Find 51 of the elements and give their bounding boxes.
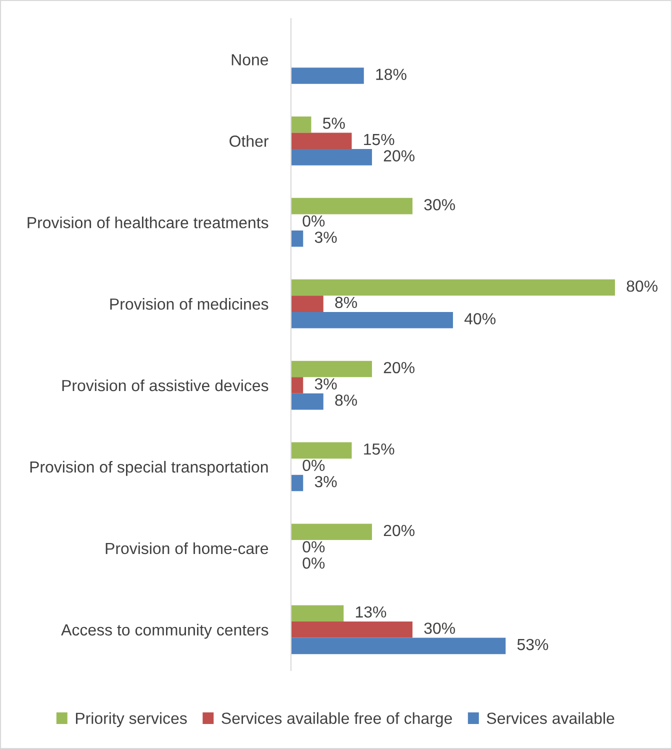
legend-label: Priority services bbox=[76, 712, 187, 728]
y-tick-label: Provision of assistive devices bbox=[62, 379, 268, 392]
bar bbox=[290, 605, 344, 622]
data-label: 53% bbox=[517, 638, 548, 650]
bar bbox=[290, 312, 453, 328]
data-label: 40% bbox=[464, 313, 496, 324]
data-label: 20% bbox=[384, 150, 414, 162]
y-tick-label: Provision of healthcare treatments bbox=[28, 216, 268, 228]
data-label: 13% bbox=[356, 606, 386, 618]
bar bbox=[290, 621, 412, 638]
data-label: 3% bbox=[314, 232, 337, 243]
bar bbox=[290, 68, 364, 84]
data-label: 5% bbox=[322, 118, 345, 129]
y-tick-label: Provision of medicines bbox=[110, 298, 268, 310]
data-label: 8% bbox=[335, 296, 358, 308]
data-label: 20% bbox=[384, 524, 414, 536]
data-label: 8% bbox=[335, 394, 358, 406]
bar bbox=[290, 442, 352, 459]
data-label: 18% bbox=[376, 68, 406, 80]
data-label: 30% bbox=[424, 622, 455, 634]
data-label: 0% bbox=[302, 215, 325, 227]
bar bbox=[290, 377, 304, 394]
bar bbox=[290, 474, 304, 492]
data-label: 0% bbox=[302, 557, 325, 569]
bar bbox=[290, 524, 372, 540]
data-label: 3% bbox=[314, 476, 337, 488]
bar bbox=[290, 393, 324, 410]
data-label: 30% bbox=[424, 199, 455, 210]
legend-label: Services available bbox=[486, 712, 614, 724]
data-label: 3% bbox=[314, 378, 337, 390]
y-tick-label: Provision of special transportation bbox=[30, 460, 268, 476]
data-label: 0% bbox=[302, 541, 325, 552]
bar bbox=[290, 230, 304, 247]
bar bbox=[290, 296, 324, 312]
bar bbox=[290, 149, 372, 166]
legend-label: Services available free of charge bbox=[222, 712, 452, 728]
bar bbox=[290, 360, 372, 378]
y-tick-label: Provision of home-care bbox=[106, 542, 268, 554]
bar bbox=[290, 132, 352, 150]
data-label: 0% bbox=[302, 460, 325, 472]
bar bbox=[290, 279, 615, 296]
y-tick-label: None bbox=[232, 54, 268, 66]
data-label: 20% bbox=[384, 362, 414, 374]
y-tick-label: Other bbox=[230, 135, 268, 147]
bar bbox=[290, 116, 312, 133]
data-label: 15% bbox=[364, 134, 394, 146]
data-label: 15% bbox=[364, 443, 394, 455]
bar bbox=[290, 198, 412, 214]
data-label: 80% bbox=[626, 280, 658, 292]
y-tick-label: Access to community centers bbox=[61, 624, 268, 639]
bar bbox=[290, 638, 506, 654]
